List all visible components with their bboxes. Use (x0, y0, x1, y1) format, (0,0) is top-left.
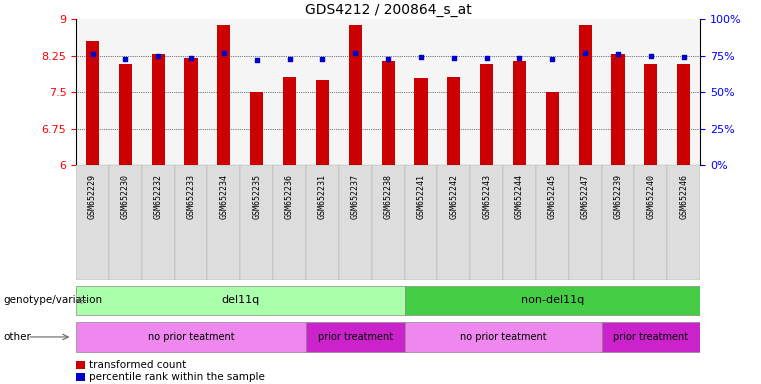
Text: GSM652239: GSM652239 (613, 174, 622, 219)
Bar (306, 165, 339, 280)
Bar (602, 165, 635, 280)
Text: GSM652234: GSM652234 (219, 174, 228, 219)
Text: GSM652231: GSM652231 (318, 174, 327, 219)
Bar (250, 92, 263, 165)
Text: GSM652236: GSM652236 (285, 174, 294, 219)
Bar (240, 165, 273, 280)
Bar (611, 54, 625, 165)
Point (87, 51, 99, 57)
Bar (381, 61, 395, 165)
Text: no prior teatment: no prior teatment (148, 332, 234, 342)
Bar (142, 165, 174, 280)
Bar (645, 64, 658, 165)
Bar (415, 78, 428, 165)
Bar (503, 165, 536, 280)
Text: GSM652240: GSM652240 (646, 174, 655, 219)
Bar (273, 165, 306, 280)
Text: GSM652244: GSM652244 (515, 174, 524, 219)
Bar (635, 165, 667, 280)
Text: GSM652229: GSM652229 (88, 174, 97, 219)
Bar (602, 322, 700, 352)
Point (645, 53, 657, 59)
Text: GSM652232: GSM652232 (154, 174, 163, 219)
Bar (86, 41, 99, 165)
Text: GSM652235: GSM652235 (252, 174, 261, 219)
Text: genotype/variation: genotype/variation (4, 295, 103, 306)
Point (677, 54, 689, 60)
Text: GSM652245: GSM652245 (548, 174, 557, 219)
Text: other: other (4, 332, 32, 342)
Point (579, 50, 591, 56)
Bar (306, 322, 405, 352)
Point (185, 55, 197, 61)
Point (612, 51, 624, 57)
Bar (349, 25, 361, 165)
Bar (218, 25, 231, 165)
Point (546, 56, 559, 62)
Text: GSM652246: GSM652246 (680, 174, 688, 219)
Text: prior treatment: prior treatment (317, 332, 393, 342)
Bar (438, 165, 470, 280)
Bar (546, 92, 559, 165)
Text: GSM652243: GSM652243 (482, 174, 491, 219)
Bar (283, 76, 296, 165)
Point (152, 53, 164, 59)
Bar (513, 61, 526, 165)
Point (382, 56, 394, 62)
Point (480, 55, 492, 61)
Bar (470, 165, 503, 280)
Bar (339, 165, 371, 280)
Bar (208, 165, 240, 280)
Bar (76, 286, 405, 315)
Point (119, 56, 132, 62)
Bar (578, 25, 592, 165)
Point (250, 56, 263, 63)
Text: GSM652237: GSM652237 (351, 174, 360, 219)
Text: no prior teatment: no prior teatment (460, 332, 546, 342)
Point (514, 55, 526, 61)
Point (284, 56, 296, 62)
Text: GSM652233: GSM652233 (186, 174, 196, 219)
Text: GSM652247: GSM652247 (581, 174, 590, 219)
Point (447, 55, 460, 61)
Bar (151, 54, 165, 165)
Point (415, 54, 427, 60)
Point (349, 50, 361, 56)
Text: prior treatment: prior treatment (613, 332, 689, 342)
Bar (405, 286, 700, 315)
Text: GSM652238: GSM652238 (384, 174, 393, 219)
Point (317, 56, 329, 62)
Bar (119, 64, 132, 165)
Bar (480, 64, 493, 165)
Bar (677, 64, 690, 165)
Text: non-del11q: non-del11q (521, 295, 584, 306)
Point (218, 50, 230, 56)
Text: del11q: del11q (221, 295, 260, 306)
Bar (184, 58, 198, 165)
Bar (316, 80, 329, 165)
Bar (76, 322, 306, 352)
Text: GSM652242: GSM652242 (449, 174, 458, 219)
Title: GDS4212 / 200864_s_at: GDS4212 / 200864_s_at (304, 3, 472, 17)
Bar (405, 165, 438, 280)
Text: GSM652241: GSM652241 (416, 174, 425, 219)
Bar (76, 165, 109, 280)
Bar (109, 165, 142, 280)
Bar (405, 322, 602, 352)
Bar (371, 165, 405, 280)
Bar (667, 165, 700, 280)
Text: GSM652230: GSM652230 (121, 174, 130, 219)
Text: transformed count: transformed count (89, 360, 186, 370)
Bar (447, 76, 460, 165)
Bar (568, 165, 602, 280)
Bar (174, 165, 208, 280)
Bar (536, 165, 568, 280)
Text: percentile rank within the sample: percentile rank within the sample (89, 372, 265, 382)
